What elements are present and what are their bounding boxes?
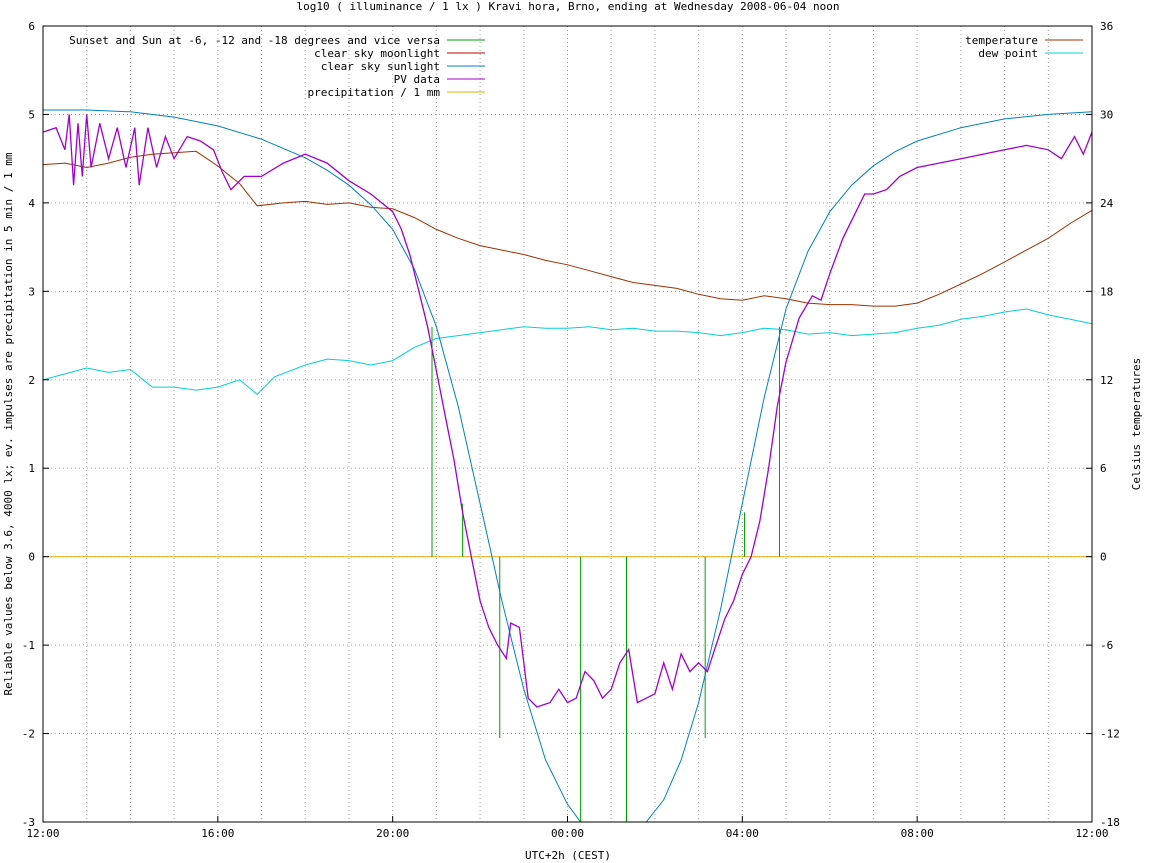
temperature-line <box>42 150 1093 307</box>
y-tick-label-left: -2 <box>22 728 35 741</box>
y-axis-label-right: Celsius temperatures <box>1130 358 1143 490</box>
y-tick-label-right: 6 <box>1100 462 1107 475</box>
y-tick-label-left: 6 <box>28 20 35 33</box>
x-tick-label: 16:00 <box>201 827 234 840</box>
y-tick-label-right: 0 <box>1100 551 1107 564</box>
dew-point-line <box>42 308 1093 396</box>
pv-data-line <box>42 114 1093 708</box>
legend-left: Sunset and Sun at -6, -12 and -18 degree… <box>69 34 485 99</box>
y-tick-label-right: 24 <box>1100 197 1114 210</box>
x-axis-label: UTC+2h (CEST) <box>525 849 611 862</box>
y-tick-label-right: -12 <box>1100 728 1120 741</box>
x-tick-label: 04:00 <box>726 827 759 840</box>
y-tick-label-left: 1 <box>28 462 35 475</box>
legend-left-label: Sunset and Sun at -6, -12 and -18 degree… <box>69 34 440 47</box>
y-tick-label-right: -6 <box>1100 639 1113 652</box>
x-tick-label: 12:00 <box>26 827 59 840</box>
x-tick-label: 12:00 <box>1075 827 1108 840</box>
legend-right-label: dew point <box>978 47 1038 60</box>
clear-sky-sunlight-line <box>43 109 1093 823</box>
y-tick-label-left: 5 <box>28 108 35 121</box>
chart-title: log10 ( illuminance / 1 lx ) Kravi hora,… <box>296 0 839 13</box>
y-tick-label-right: 18 <box>1100 285 1113 298</box>
y-tick-label-right: 12 <box>1100 374 1113 387</box>
data-series <box>42 109 1093 823</box>
x-tick-label: 20:00 <box>376 827 409 840</box>
legend-left-label: clear sky moonlight <box>314 47 440 60</box>
x-tick-label: 08:00 <box>901 827 934 840</box>
x-tick-label: 00:00 <box>551 827 584 840</box>
y-tick-label-right: -18 <box>1100 816 1120 829</box>
y-tick-label-left: 4 <box>28 197 35 210</box>
legend-left-label: PV data <box>394 73 440 86</box>
y-axis-label-left: Reliable values below 3.6, 4000 lx; ev. … <box>2 152 15 695</box>
y-tick-label-left: 2 <box>28 374 35 387</box>
y-tick-label-left: -1 <box>22 639 35 652</box>
y-tick-label-right: 30 <box>1100 108 1113 121</box>
ticks: 12:00 16:00 20:00 00:00 04:00 08:00 12:00-3-2-… <box>22 20 1120 840</box>
y-tick-label-right: 36 <box>1100 20 1113 33</box>
legend-left-label: clear sky sunlight <box>321 60 440 73</box>
y-tick-label-left: 3 <box>28 285 35 298</box>
y-tick-label-left: 0 <box>28 551 35 564</box>
legend-left-label: precipitation / 1 mm <box>308 86 441 99</box>
legend-right-label: temperature <box>965 34 1038 47</box>
y-tick-label-left: -3 <box>22 816 35 829</box>
